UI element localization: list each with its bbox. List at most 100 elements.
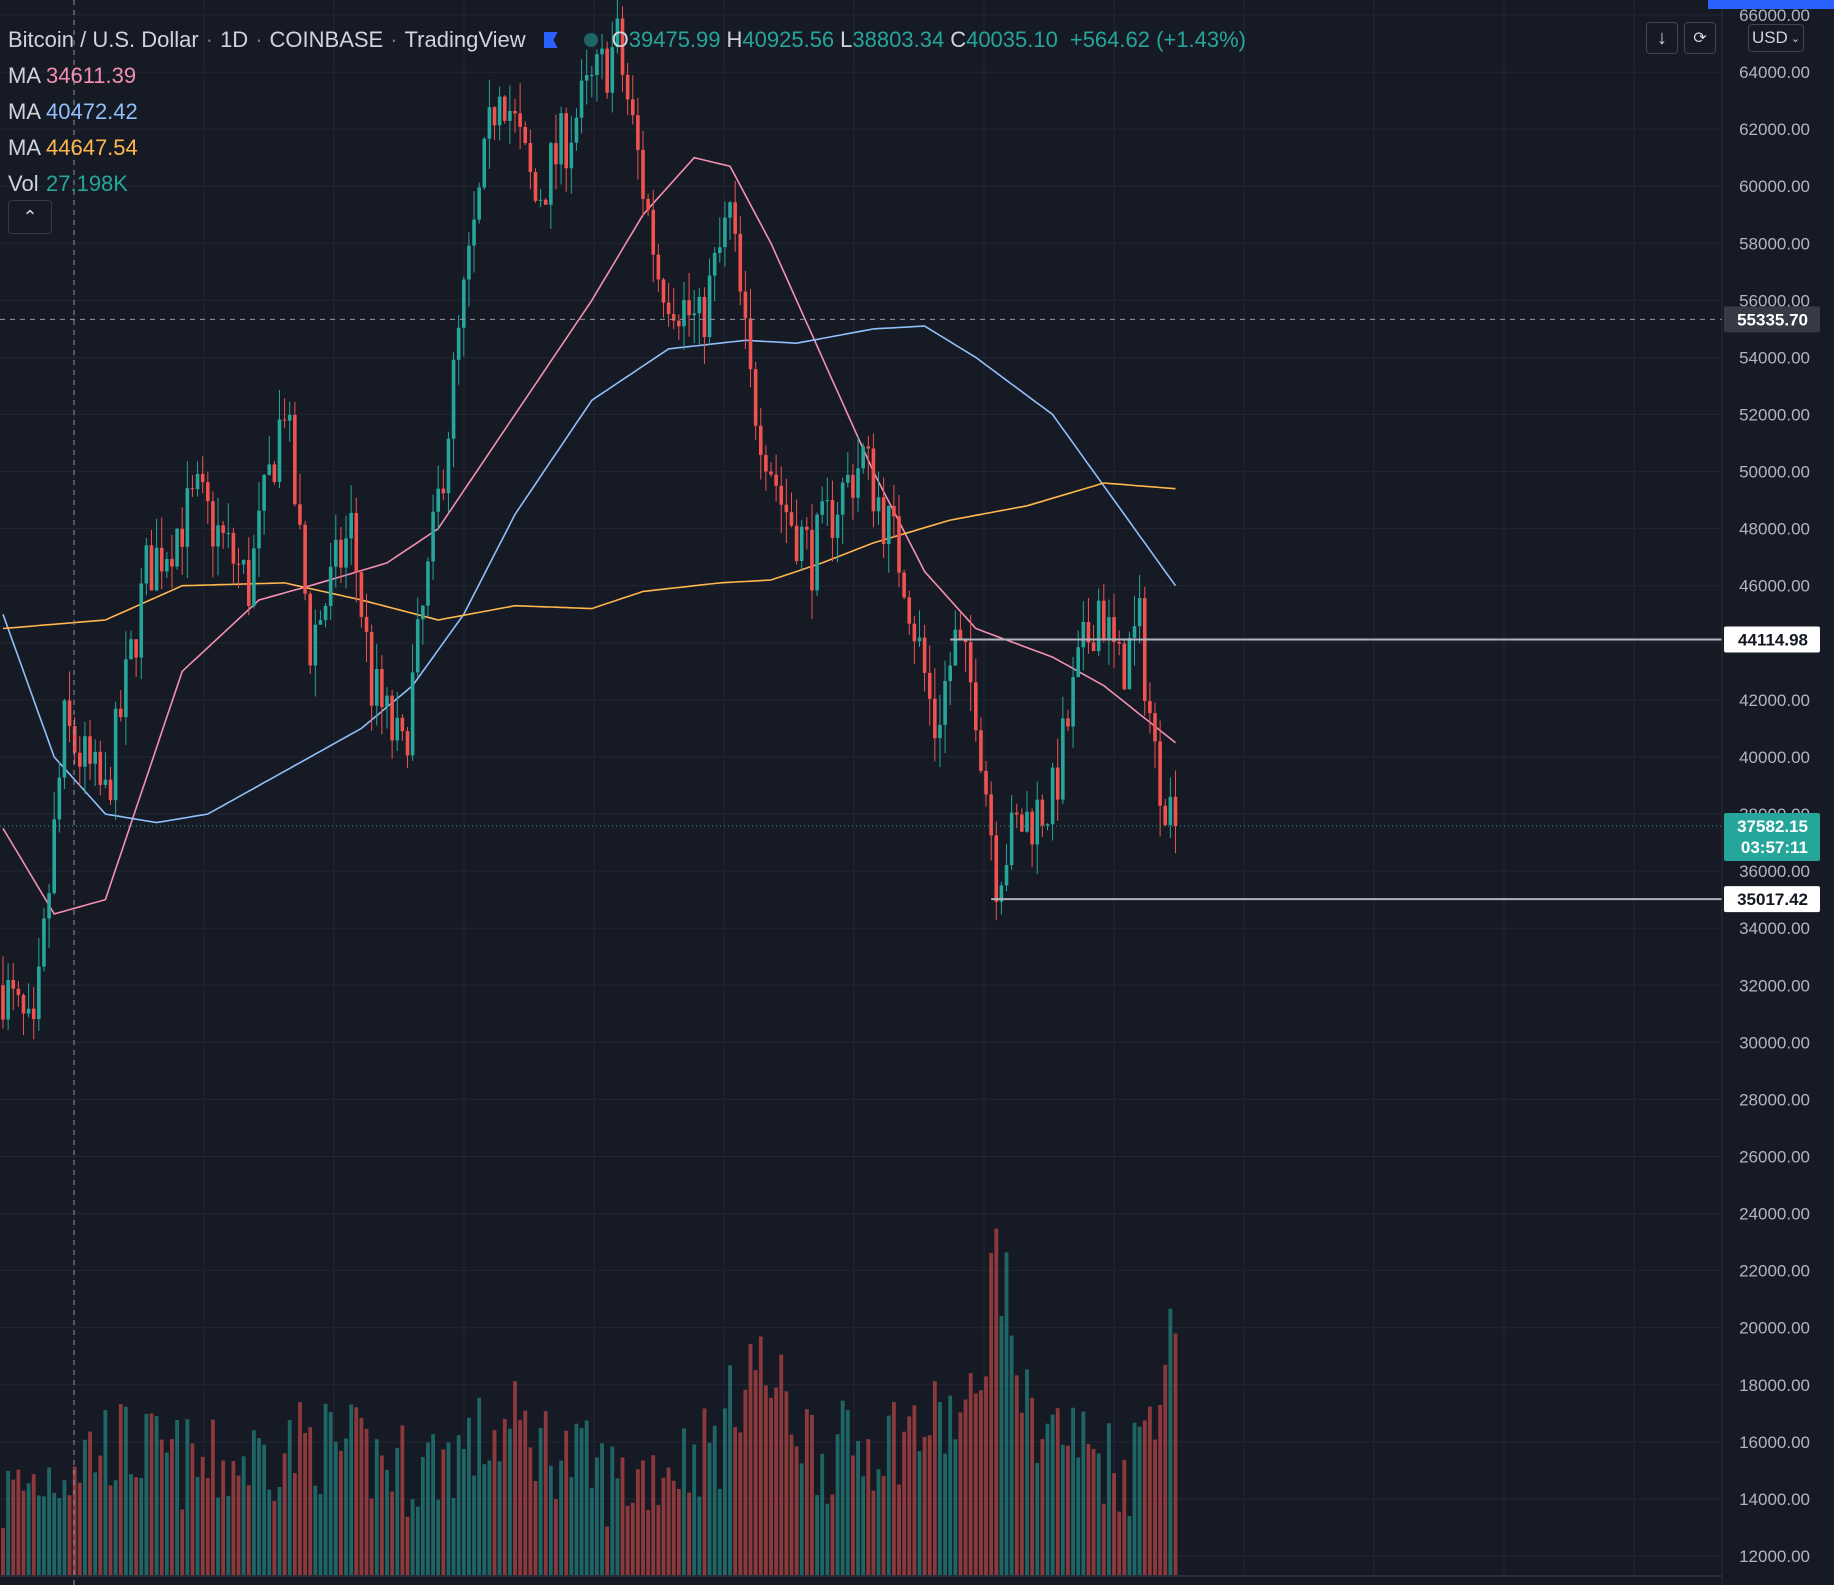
volume-bar (1168, 1308, 1173, 1576)
candle-body (938, 724, 942, 739)
volume-bar (651, 1455, 656, 1576)
volume-bar (1014, 1375, 1019, 1576)
candle-body (1061, 718, 1065, 800)
candle-body (968, 642, 973, 683)
indicator-row[interactable]: MA 40472.42 (8, 94, 1246, 130)
volume-bar (1, 1527, 5, 1576)
currency-select[interactable]: USD ⌄ (1748, 24, 1804, 52)
top-blue-tab[interactable] (1708, 0, 1834, 9)
volume-bar (1035, 1463, 1040, 1576)
volume-bar (871, 1490, 876, 1576)
reset-chart-button[interactable]: ⟳ (1684, 22, 1716, 54)
volume-bar (395, 1447, 400, 1576)
indicator-label: MA (8, 99, 41, 124)
candle-body (625, 74, 630, 100)
candle-body (277, 419, 282, 482)
volume-bar (369, 1498, 374, 1576)
candle-body (789, 512, 794, 526)
candle-body (579, 80, 584, 118)
price-tick-label: 52000.00 (1739, 406, 1810, 425)
candle-body (799, 526, 804, 561)
volume-bar (912, 1405, 917, 1576)
volume-bar (712, 1425, 717, 1576)
candle-body (1009, 812, 1014, 866)
volume-bar (236, 1475, 241, 1576)
volume-bar (502, 1418, 507, 1576)
candle-body (1112, 617, 1116, 642)
volume-bar (1173, 1333, 1178, 1576)
indicator-row[interactable]: MA 44647.54 (8, 130, 1246, 166)
volume-bar (774, 1387, 779, 1576)
collapse-legend-button[interactable]: ⌃ (8, 200, 52, 234)
candle-body (636, 115, 640, 150)
candle-body (779, 485, 784, 505)
volume-bar (98, 1455, 103, 1576)
candle-body (974, 682, 978, 731)
candle-body (206, 482, 210, 502)
candle-body (400, 717, 405, 732)
volume-bar (405, 1516, 410, 1576)
candle-body (103, 779, 108, 785)
candle-body (339, 539, 343, 568)
candle-body (1086, 622, 1091, 643)
volume-bar (589, 1487, 594, 1576)
candle-body (472, 219, 476, 246)
candle-body (953, 629, 958, 666)
flag-icon[interactable] (543, 32, 558, 48)
open-key: O (611, 27, 629, 52)
interval[interactable]: 1D (220, 27, 249, 52)
symbol-row: Bitcoin / U.S. Dollar · 1D · COINBASE · … (8, 22, 1246, 58)
candle-body (764, 455, 768, 472)
symbol-name[interactable]: Bitcoin / U.S. Dollar (8, 27, 199, 52)
volume-bar (482, 1464, 487, 1576)
volume-bar (799, 1463, 804, 1576)
moving-average-line (2, 482, 1176, 630)
price-tick-label: 36000.00 (1739, 862, 1810, 881)
high-value: 40925.56 (742, 27, 835, 52)
volume-bar (1086, 1443, 1091, 1576)
candle-body (533, 172, 538, 201)
candle-body (1132, 626, 1137, 638)
candle-body (52, 819, 56, 894)
candle-body (410, 672, 415, 756)
volume-bar (835, 1434, 840, 1576)
volume-bar (1045, 1423, 1050, 1576)
candle-body (743, 291, 748, 319)
candle-body (897, 516, 901, 573)
volume-bar (195, 1477, 200, 1576)
volume-bar (513, 1381, 517, 1576)
volume-bar (886, 1415, 891, 1576)
volume-bar (789, 1434, 794, 1576)
volume-bar (804, 1409, 809, 1576)
candle-body (1050, 767, 1055, 825)
candle-body (549, 143, 553, 205)
candle-body (67, 700, 72, 727)
indicator-row[interactable]: MA 34611.39 (8, 58, 1246, 94)
volume-bar (671, 1480, 676, 1576)
volume-bar (528, 1447, 533, 1576)
volume-bar (451, 1497, 456, 1576)
volume-bar (763, 1385, 768, 1576)
candle-body (656, 254, 661, 280)
volume-bar (123, 1406, 128, 1576)
provider: TradingView (404, 27, 526, 52)
volume-bar (88, 1431, 92, 1576)
candle-body (139, 583, 144, 658)
volume-bar (1158, 1404, 1163, 1576)
candle-body (651, 209, 656, 255)
candle-body (1153, 713, 1157, 742)
volume-bar (989, 1252, 994, 1576)
volume-bar (938, 1401, 942, 1576)
crosshair-price-label: 55335.70 (1737, 310, 1808, 329)
last-price-label-box (1724, 812, 1820, 861)
volume-bar (461, 1448, 466, 1576)
indicator-row[interactable]: Vol 27.198K (8, 166, 1246, 202)
price-tick-label: 18000.00 (1739, 1376, 1810, 1395)
scroll-to-realtime-button[interactable]: ↓ (1646, 22, 1678, 54)
volume-bar (83, 1439, 87, 1576)
candle-body (892, 505, 896, 517)
candle-body (1020, 814, 1024, 832)
chart-legend: Bitcoin / U.S. Dollar · 1D · COINBASE · … (8, 22, 1246, 202)
